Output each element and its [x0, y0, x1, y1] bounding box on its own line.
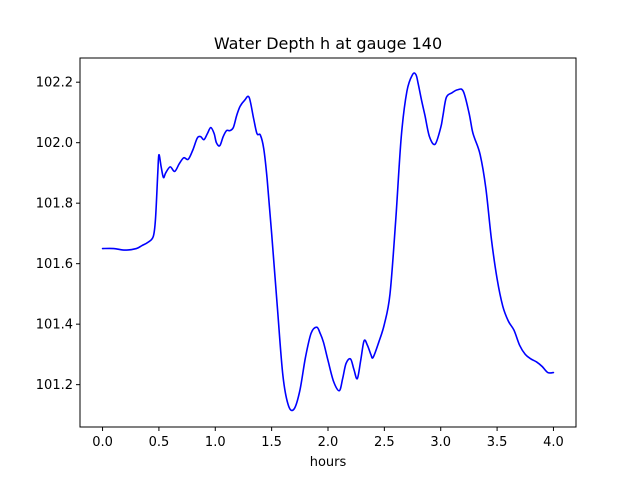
y-tick-label: 101.8: [36, 197, 73, 212]
x-tick-label: 3.0: [430, 435, 451, 450]
chart-title: Water Depth h at gauge 140: [214, 34, 442, 53]
x-axis-label: hours: [310, 455, 347, 470]
x-tick-label: 1.0: [205, 435, 226, 450]
y-tick-label: 101.2: [36, 378, 73, 393]
series-line: [101, 72, 555, 412]
x-tick-label: 3.5: [487, 435, 508, 450]
x-tick-label: 1.5: [261, 435, 282, 450]
x-tick-label: 0.5: [149, 435, 170, 450]
y-tick-label: 102.2: [36, 76, 73, 91]
x-tick-label: 2.5: [374, 435, 395, 450]
y-tick-label: 101.6: [36, 257, 73, 272]
x-tick-label: 4.0: [543, 435, 564, 450]
plot-area: 0.0 0.5 1.0 1.5 2.0 2.5 3.0 3.5 4.0 101.2 101.4 101…: [36, 57, 577, 450]
x-tick-label: 2.0: [318, 435, 339, 450]
x-tick-label: 0.0: [92, 435, 113, 450]
y-tick-label: 101.4: [36, 318, 73, 333]
y-tick-label: 102.0: [36, 136, 73, 151]
